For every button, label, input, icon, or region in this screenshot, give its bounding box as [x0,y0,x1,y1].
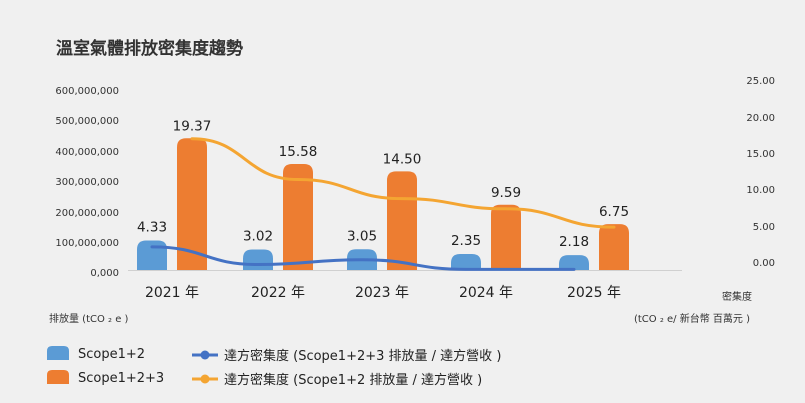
bar-scope123 [491,204,521,270]
line-series-scope123 [150,245,576,271]
bar-data-label: 15.58 [279,144,318,160]
bar-scope123 [177,138,207,270]
left-axis-tick-label: 200,000,000 [55,208,119,219]
chart-title: 溫室氣體排放密集度趨勢 [56,38,243,59]
bar-scope12 [243,249,273,270]
left-axis-tick-label: 100,000,000 [55,238,119,249]
right-axis-tick-label: 5.00 [753,222,775,233]
legend-swatch-bar [47,370,69,384]
left-axis-tick-label: 300,000,000 [55,177,119,188]
bar-scope123 [387,171,417,270]
bar-scope123 [599,224,629,270]
right-axis-unit: (tCO ₂ e/ 新台幣 百萬元 ) [634,312,750,325]
legend-label: 達方密集度 (Scope1+2+3 排放量 / 達方營收 ) [224,348,501,364]
left-axis-tick-label: 500,000,000 [55,116,119,127]
bar-scope12 [137,240,167,270]
right-axis-tick-label: 10.00 [746,185,775,196]
right-axis-tick-label: 15.00 [746,149,775,160]
right-axis-tick-label: 25.00 [746,76,775,87]
bar-data-label: 3.05 [347,228,377,244]
bar-scope12 [559,255,589,270]
legend-label: 達方密集度 (Scope1+2 排放量 / 達方營收 ) [224,372,482,388]
legend-swatch-bar [47,346,69,360]
left-axis-label: 排放量 (tCO ₂ e ) [49,312,129,325]
left-axis-tick-label: 400,000,000 [55,147,119,158]
bar-data-label: 6.75 [599,204,629,220]
bar-data-label: 2.35 [451,233,481,249]
left-axis-tick-label: 0,000 [90,268,119,279]
right-axis-title: 密集度 [722,290,752,303]
line-series-scope12 [190,137,616,229]
bar-scope123 [283,164,313,270]
legend-label: Scope1+2+3 [78,371,164,386]
bar-data-label: 19.37 [173,118,212,134]
legend-swatch-marker [200,350,210,360]
legend-label: Scope1+2 [78,347,145,362]
bar-data-label: 14.50 [383,151,422,167]
legend-swatch-marker [200,374,210,384]
bar-data-label: 2.18 [559,234,589,250]
right-axis-tick-label: 20.00 [746,113,775,124]
x-category-label: 2025 年 [567,285,621,301]
x-category-label: 2022 年 [251,285,305,301]
x-category-label: 2023 年 [355,285,409,301]
bar-scope12 [451,254,481,270]
bar-data-label: 3.02 [243,228,273,244]
right-axis-tick-label: 0.00 [753,258,775,269]
bar-data-label: 9.59 [491,185,521,201]
x-category-label: 2021 年 [145,285,199,301]
left-axis-tick-label: 600,000,000 [55,86,119,97]
bar-data-label: 4.33 [137,220,167,236]
x-category-label: 2024 年 [459,285,513,301]
